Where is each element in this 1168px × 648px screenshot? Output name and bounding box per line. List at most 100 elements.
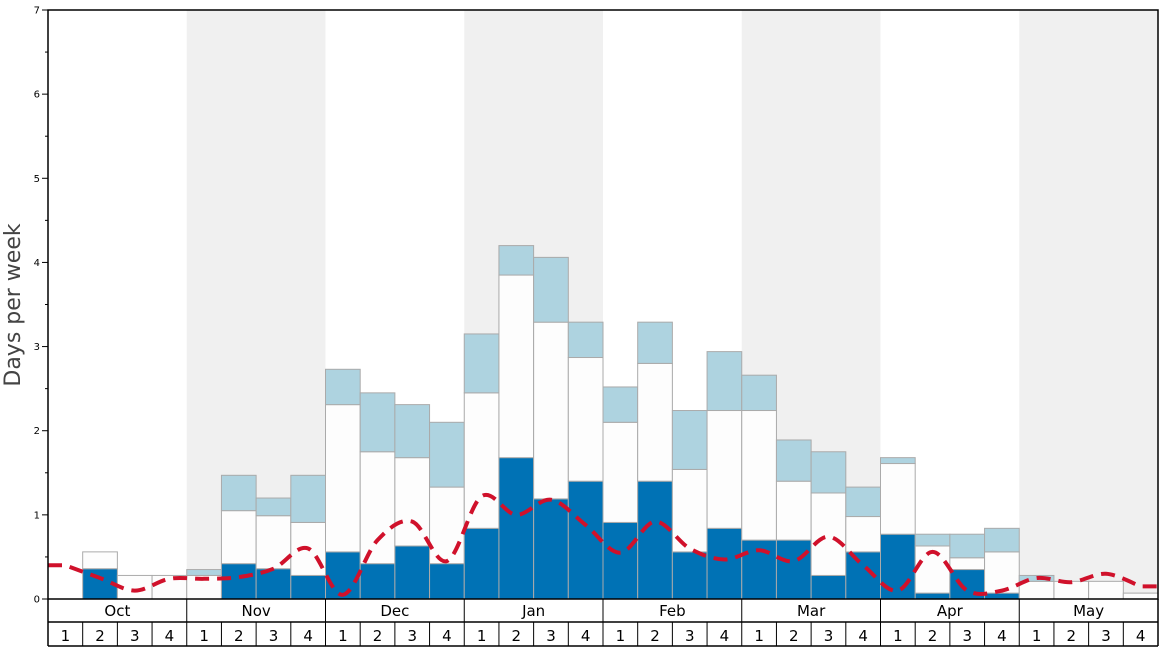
- week-label: 2: [512, 627, 522, 645]
- bar-white-week-27: [949, 557, 986, 571]
- bar-light-week-10: [359, 392, 396, 453]
- week-label: 4: [442, 627, 452, 645]
- bar-white-week-10: [359, 451, 396, 565]
- month-label-feb: Feb: [659, 602, 686, 620]
- bar-dark-week-9: [325, 551, 361, 600]
- week-label: 1: [338, 627, 348, 645]
- week-label: 2: [95, 627, 105, 645]
- bar-light-week-6: [220, 474, 257, 512]
- week-label: 3: [824, 627, 834, 645]
- bar-dark-week-16: [567, 480, 604, 600]
- week-label: 1: [893, 627, 903, 645]
- week-label: 1: [199, 627, 209, 645]
- bar-dark-week-11: [394, 545, 431, 600]
- week-label: 1: [61, 627, 71, 645]
- bar-light-week-15: [533, 256, 569, 323]
- bar-light-week-20: [706, 351, 743, 412]
- bar-white-week-6: [220, 510, 257, 565]
- bar-dark-week-25: [880, 533, 916, 600]
- bar-dark-week-19: [671, 551, 708, 600]
- bar-white-week-20: [706, 410, 743, 529]
- bar-dark-week-22: [775, 539, 812, 600]
- bar-dark-week-15: [533, 498, 569, 600]
- week-label: 4: [165, 627, 175, 645]
- week-label: 1: [754, 627, 764, 645]
- y-tick-label: 3: [34, 342, 40, 353]
- bar-white-week-2: [82, 551, 118, 570]
- y-tick-label: 4: [34, 258, 40, 269]
- bar-dark-week-23: [810, 574, 847, 600]
- bar-dark-week-8: [290, 574, 326, 600]
- bar-white-week-32: [1122, 592, 1159, 600]
- week-label: 2: [789, 627, 799, 645]
- week-label: 1: [1032, 627, 1042, 645]
- month-label-oct: Oct: [104, 602, 130, 620]
- bar-light-week-11: [394, 404, 431, 459]
- y-tick-label: 6: [34, 90, 40, 101]
- week-label: 1: [616, 627, 626, 645]
- bar-light-week-8: [290, 474, 326, 523]
- week-label: 3: [407, 627, 417, 645]
- bar-dark-week-13: [463, 527, 500, 600]
- bar-light-week-17: [602, 386, 639, 423]
- month-label-nov: Nov: [241, 602, 270, 620]
- bar-dark-week-10: [359, 563, 396, 600]
- week-label: 4: [303, 627, 313, 645]
- bar-light-week-25: [880, 457, 916, 465]
- week-label: 2: [234, 627, 244, 645]
- week-label: 3: [130, 627, 140, 645]
- bar-white-week-11: [394, 457, 431, 547]
- bar-light-week-27: [949, 533, 986, 559]
- week-label: 3: [685, 627, 695, 645]
- week-label: 2: [1067, 627, 1077, 645]
- bar-white-week-23: [810, 492, 847, 576]
- week-label: 2: [928, 627, 938, 645]
- bar-light-week-26: [914, 533, 951, 547]
- week-label: 2: [373, 627, 383, 645]
- bar-light-week-24: [845, 486, 881, 518]
- week-label: 3: [546, 627, 556, 645]
- bar-light-week-28: [984, 527, 1020, 553]
- week-label: 4: [720, 627, 730, 645]
- x-axis: Oct Nov Dec Jan Feb Mar Apr May 1 2 3 4 1 2 3 4 1 2 3 4 1 2 3 4…: [47, 599, 1159, 647]
- y-tick-label: 7: [34, 6, 40, 17]
- week-label: 1: [477, 627, 487, 645]
- week-label: 3: [962, 627, 972, 645]
- bar-dark-week-14: [498, 457, 535, 600]
- y-tick-label: 2: [34, 426, 40, 437]
- plot-frame: [47, 9, 1159, 600]
- bar-light-week-5: [186, 569, 222, 576]
- week-label: 4: [997, 627, 1007, 645]
- bar-white-week-28: [984, 551, 1020, 594]
- week-label: 4: [858, 627, 868, 645]
- bar-light-week-23: [810, 451, 847, 494]
- bar-light-week-16: [567, 321, 604, 359]
- month-shade-may: [1019, 10, 1158, 599]
- month-label-mar: Mar: [797, 602, 826, 620]
- week-label: 3: [1101, 627, 1111, 645]
- bar-light-week-19: [671, 410, 708, 470]
- trend-line: [48, 492, 1158, 597]
- month-label-may: May: [1073, 602, 1104, 620]
- bar-white-week-12: [429, 486, 465, 565]
- bar-dark-week-12: [429, 563, 465, 600]
- bar-white-week-24: [845, 516, 881, 553]
- bar-white-week-29: [1018, 580, 1055, 600]
- bar-white-week-9: [325, 404, 361, 553]
- y-tick-label: 1: [34, 510, 40, 521]
- bar-light-week-22: [775, 439, 812, 482]
- bar-dark-week-26: [914, 592, 951, 600]
- bar-white-week-14: [498, 274, 535, 459]
- bar-dark-week-17: [602, 521, 639, 600]
- bar-white-week-13: [463, 392, 500, 529]
- month-label-apr: Apr: [937, 602, 964, 620]
- y-axis-title: Days per week: [1, 223, 26, 386]
- bar-white-week-21: [741, 410, 777, 541]
- week-label: 3: [269, 627, 279, 645]
- y-tick-label: 0: [34, 595, 40, 606]
- week-label: 4: [581, 627, 591, 645]
- month-label-jan: Jan: [521, 602, 545, 620]
- bar-light-week-21: [741, 374, 777, 412]
- bar-dark-week-18: [637, 480, 673, 600]
